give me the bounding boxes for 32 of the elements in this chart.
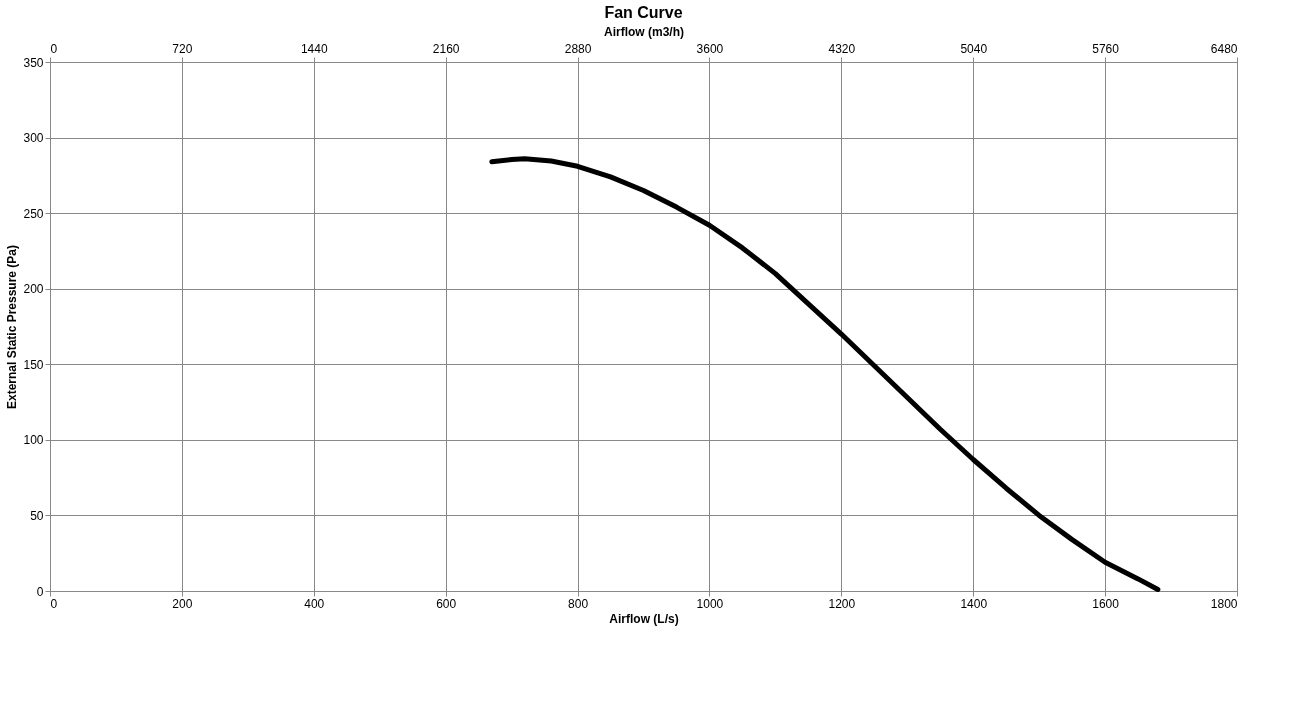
x-tick-label: 0 — [50, 596, 58, 611]
x-axis-title: Airflow (L/s) — [609, 611, 679, 626]
x2-tick-label: 3600 — [696, 41, 724, 56]
x-tick-label: 200 — [172, 596, 193, 611]
y-tick-label: 100 — [23, 433, 44, 448]
y-tick-label: 0 — [36, 584, 44, 599]
x2-tick-label: 5760 — [1092, 41, 1120, 56]
x-tick-label: 600 — [436, 596, 457, 611]
x2-tick-label: 2160 — [432, 41, 460, 56]
y-tick-label: 150 — [23, 357, 44, 372]
x2-tick-label: 720 — [172, 41, 193, 56]
y-tick-label: 350 — [23, 55, 44, 70]
x2-axis-title: Airflow (m3/h) — [604, 24, 684, 39]
x2-tick-label: 2880 — [564, 41, 592, 56]
chart-title: Fan Curve — [604, 4, 683, 21]
y-tick-label: 200 — [23, 282, 44, 297]
y-axis-title: External Static Pressure (Pa) — [5, 244, 20, 410]
x-tick-label: 400 — [304, 596, 325, 611]
x2-tick-label: 5040 — [960, 41, 988, 56]
x-tick-label: 1000 — [696, 596, 724, 611]
x-tick-label: 1400 — [960, 596, 988, 611]
x2-tick-label: 6480 — [1210, 41, 1238, 56]
y-tick-label: 250 — [23, 206, 44, 221]
y-tick-label: 300 — [23, 131, 44, 146]
x-tick-label: 1600 — [1092, 596, 1120, 611]
x-tick-label: 1200 — [828, 596, 856, 611]
x2-tick-label: 1440 — [300, 41, 328, 56]
x-tick-label: 800 — [568, 596, 589, 611]
x2-tick-label: 4320 — [828, 41, 856, 56]
x2-tick-label: 0 — [50, 41, 58, 56]
y-tick-label: 50 — [30, 508, 44, 523]
x-tick-label: 1800 — [1210, 596, 1238, 611]
